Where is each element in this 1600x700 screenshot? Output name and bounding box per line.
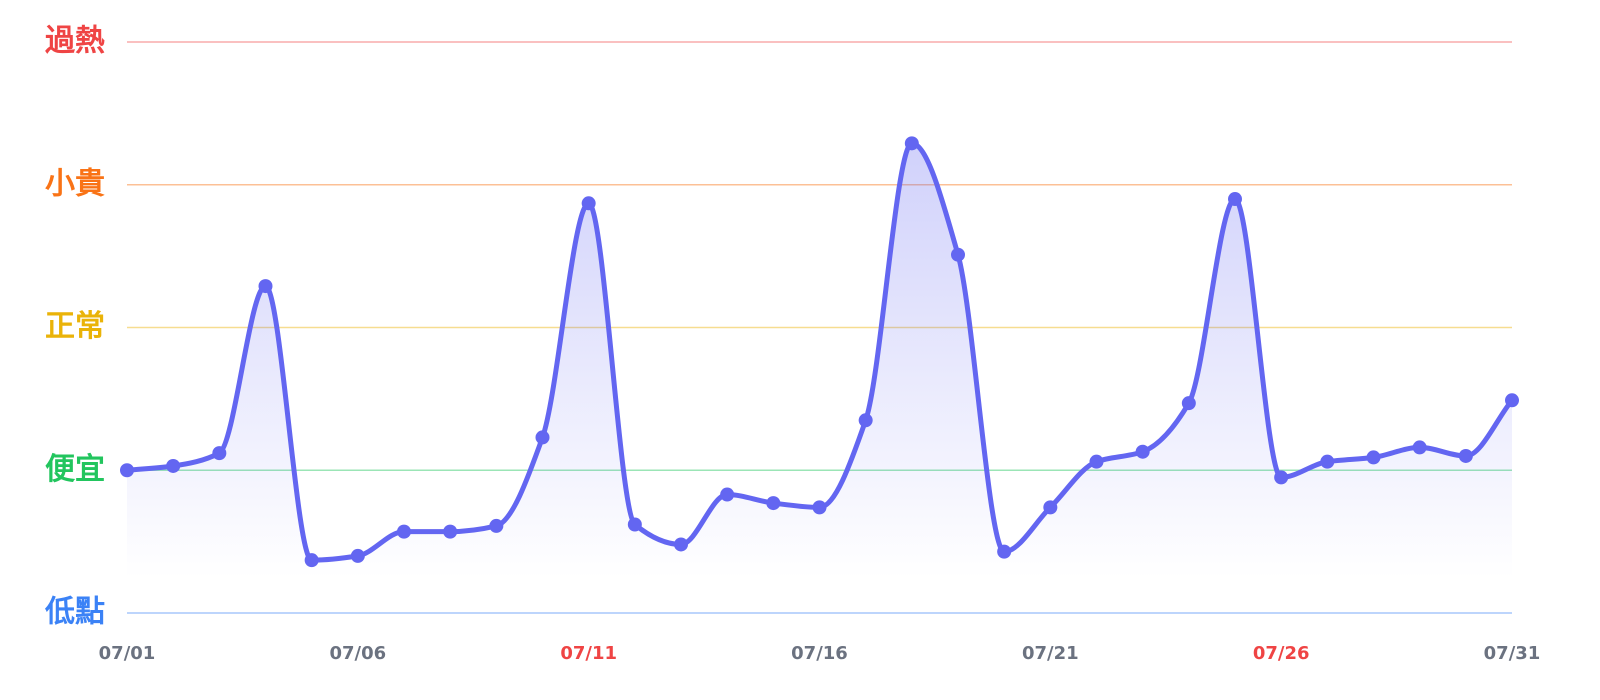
point xyxy=(766,496,781,511)
point xyxy=(674,537,688,552)
point xyxy=(997,544,1012,559)
point xyxy=(489,518,504,533)
x-tick-label: 07/06 xyxy=(329,643,386,664)
point xyxy=(1505,393,1519,408)
point xyxy=(304,553,319,568)
point xyxy=(858,413,873,428)
point xyxy=(812,500,827,515)
point xyxy=(951,247,965,262)
y-tick-label: 小貴 xyxy=(45,166,105,201)
x-tick-label: 07/21 xyxy=(1022,643,1079,664)
point xyxy=(581,196,596,211)
x-tick-label: 07/11 xyxy=(560,643,617,664)
y-tick-label: 正常 xyxy=(45,309,105,344)
point xyxy=(1366,450,1381,465)
x-tick-label: 07/31 xyxy=(1484,643,1541,664)
x-tick-label: 07/16 xyxy=(791,643,848,664)
y-tick-label: 便宜 xyxy=(45,452,105,487)
point xyxy=(166,458,181,473)
point xyxy=(904,136,919,151)
point xyxy=(1043,500,1058,515)
y-tick-label: 過熱 xyxy=(45,24,105,59)
point xyxy=(720,487,735,502)
point xyxy=(212,446,227,461)
point xyxy=(627,517,642,532)
x-tick-label: 07/01 xyxy=(99,643,156,664)
x-tick-label: 07/26 xyxy=(1253,643,1310,664)
point xyxy=(1320,454,1335,469)
point xyxy=(350,548,365,563)
point xyxy=(1274,470,1289,485)
point xyxy=(535,430,550,445)
point xyxy=(1228,192,1242,207)
point xyxy=(443,524,458,539)
point xyxy=(397,524,411,539)
point xyxy=(1458,448,1473,463)
point xyxy=(1135,444,1150,459)
line-area xyxy=(127,143,1512,578)
point xyxy=(1181,396,1196,411)
point xyxy=(120,463,134,478)
point xyxy=(1089,454,1104,469)
y-tick-label: 低點 xyxy=(44,595,105,630)
point xyxy=(258,279,273,294)
point xyxy=(1412,440,1427,455)
